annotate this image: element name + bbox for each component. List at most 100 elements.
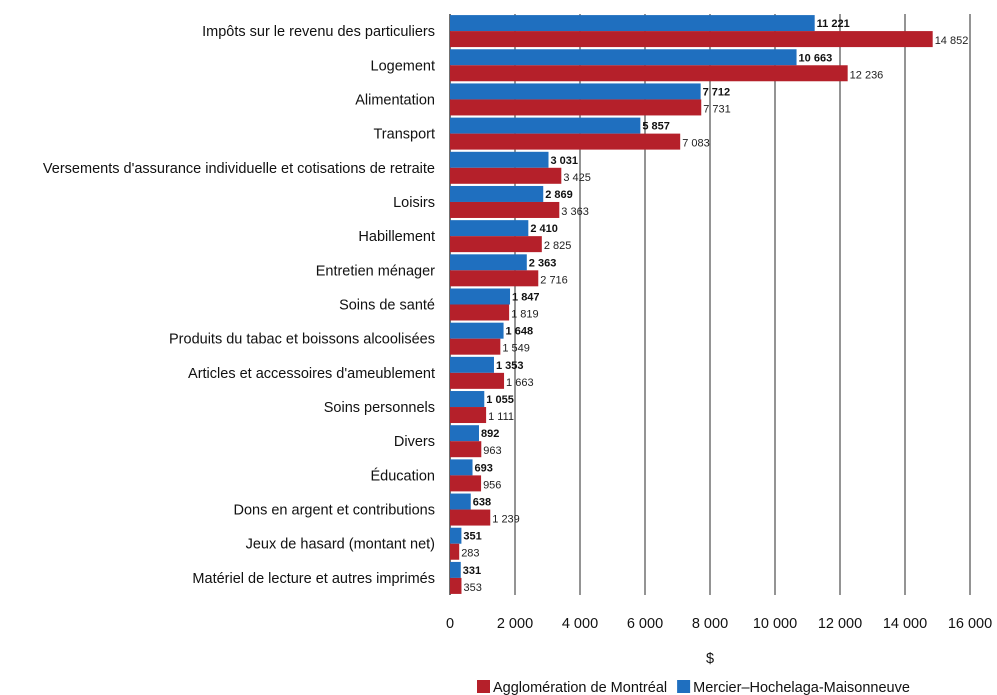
value-label-agglomeration-de-montreal: 3 425 [563, 172, 591, 184]
bar-agglomeration-de-montreal [450, 201, 560, 218]
x-tick-label: 12 000 [818, 616, 862, 632]
bar-agglomeration-de-montreal [450, 509, 491, 526]
category-label: Habillement [358, 229, 435, 245]
bar-agglomeration-de-montreal [450, 372, 505, 389]
bar-mercier-hochelaga-maisonneuve [450, 459, 473, 476]
value-label-mercier-hochelaga-maisonneuve: 2 869 [545, 189, 573, 201]
value-label-mercier-hochelaga-maisonneuve: 693 [475, 462, 493, 474]
legend: Agglomération de Montréal Mercier–Hochela… [477, 680, 910, 695]
value-label-mercier-hochelaga-maisonneuve: 11 221 [817, 18, 850, 30]
bar-mercier-hochelaga-maisonneuve [450, 117, 641, 134]
category-label: Soins personnels [324, 400, 435, 416]
x-tick-label: 4 000 [562, 616, 598, 632]
bar-mercier-hochelaga-maisonneuve [450, 527, 462, 544]
bar-mercier-hochelaga-maisonneuve [450, 425, 479, 442]
value-label-agglomeration-de-montreal: 353 [463, 582, 481, 594]
value-label-mercier-hochelaga-maisonneuve: 331 [463, 565, 481, 577]
bar-agglomeration-de-montreal [450, 65, 848, 82]
bar-mercier-hochelaga-maisonneuve [450, 322, 504, 339]
value-label-mercier-hochelaga-maisonneuve: 351 [463, 531, 481, 543]
bar-mercier-hochelaga-maisonneuve [450, 15, 815, 32]
x-axis-title: $ [706, 651, 714, 667]
bar-agglomeration-de-montreal [450, 270, 539, 287]
value-label-agglomeration-de-montreal: 7 083 [682, 138, 710, 150]
category-label: Loisirs [393, 195, 435, 211]
value-label-agglomeration-de-montreal: 1 239 [492, 514, 520, 526]
value-label-agglomeration-de-montreal: 2 716 [540, 274, 568, 286]
value-label-mercier-hochelaga-maisonneuve: 1 353 [496, 360, 524, 372]
bar-agglomeration-de-montreal [450, 338, 501, 355]
bar-mercier-hochelaga-maisonneuve [450, 49, 797, 66]
value-label-agglomeration-de-montreal: 1 819 [511, 309, 539, 321]
bar-agglomeration-de-montreal [450, 577, 462, 594]
value-label-agglomeration-de-montreal: 12 236 [850, 69, 884, 81]
bar-mercier-hochelaga-maisonneuve [450, 185, 544, 202]
bar-mercier-hochelaga-maisonneuve [450, 391, 485, 408]
x-axis-ticks: 0 2 000 4 000 6 000 8 000 10 000 12 000 14 000 1… [446, 616, 992, 632]
category-label: Dons en argent et contributions [233, 503, 435, 519]
value-label-mercier-hochelaga-maisonneuve: 1 648 [506, 326, 534, 338]
legend-entry: Agglomération de Montréal [493, 680, 667, 695]
value-label-agglomeration-de-montreal: 1 663 [506, 377, 534, 389]
value-label-mercier-hochelaga-maisonneuve: 2 363 [529, 257, 557, 269]
value-label-mercier-hochelaga-maisonneuve: 892 [481, 428, 499, 440]
value-label-agglomeration-de-montreal: 14 852 [935, 35, 969, 47]
x-tick-label: 8 000 [692, 616, 728, 632]
value-label-agglomeration-de-montreal: 3 363 [561, 206, 589, 218]
value-label-mercier-hochelaga-maisonneuve: 2 410 [530, 223, 558, 235]
value-label-mercier-hochelaga-maisonneuve: 1 055 [486, 394, 514, 406]
bar-agglomeration-de-montreal [450, 236, 542, 253]
bar-agglomeration-de-montreal [450, 407, 487, 424]
value-label-agglomeration-de-montreal: 1 549 [502, 343, 530, 355]
value-label-mercier-hochelaga-maisonneuve: 1 847 [512, 292, 540, 304]
bar-mercier-hochelaga-maisonneuve [450, 220, 529, 237]
x-tick-label: 16 000 [948, 616, 992, 632]
bar-mercier-hochelaga-maisonneuve [450, 561, 461, 578]
x-tick-label: 2 000 [497, 616, 533, 632]
value-label-mercier-hochelaga-maisonneuve: 5 857 [642, 121, 670, 133]
category-label: Transport [373, 127, 435, 143]
category-label: Alimentation [355, 92, 435, 108]
bar-agglomeration-de-montreal [450, 475, 482, 492]
category-labels: Impôts sur le revenu des particuliers Log… [43, 24, 435, 587]
x-tick-label: 14 000 [883, 616, 927, 632]
category-label: Articles et accessoires d'ameublement [188, 366, 435, 382]
bar-agglomeration-de-montreal [450, 543, 460, 560]
x-tick-label: 6 000 [627, 616, 663, 632]
value-labels: 11 221 14 852 10 663 12 236 7 712 7 731 5 857 7… [461, 18, 968, 594]
value-label-agglomeration-de-montreal: 1 111 [488, 411, 514, 423]
category-label: Logement [371, 58, 436, 74]
value-label-mercier-hochelaga-maisonneuve: 638 [473, 497, 491, 509]
value-label-agglomeration-de-montreal: 7 731 [703, 103, 731, 115]
category-label: Impôts sur le revenu des particuliers [202, 24, 435, 40]
value-label-mercier-hochelaga-maisonneuve: 7 712 [703, 86, 731, 98]
x-tick-label: 0 [446, 616, 454, 632]
category-label: Éducation [371, 467, 436, 484]
bar-mercier-hochelaga-maisonneuve [450, 254, 527, 271]
value-label-agglomeration-de-montreal: 963 [483, 445, 501, 457]
x-tick-label: 10 000 [753, 616, 797, 632]
bar-mercier-hochelaga-maisonneuve [450, 493, 471, 510]
category-label: Jeux de hasard (montant net) [246, 537, 435, 553]
value-label-agglomeration-de-montreal: 956 [483, 479, 501, 491]
bar-agglomeration-de-montreal [450, 31, 933, 48]
bars [450, 15, 933, 594]
bar-mercier-hochelaga-maisonneuve [450, 151, 549, 168]
bar-mercier-hochelaga-maisonneuve [450, 83, 701, 100]
bar-agglomeration-de-montreal [450, 167, 562, 184]
value-label-agglomeration-de-montreal: 2 825 [544, 240, 572, 252]
category-label: Entretien ménager [316, 263, 435, 279]
category-label: Matériel de lecture et autres imprimés [192, 571, 435, 587]
value-label-mercier-hochelaga-maisonneuve: 10 663 [799, 52, 833, 64]
bar-agglomeration-de-montreal [450, 99, 702, 116]
legend-entry: Mercier–Hochelaga-Maisonneuve [693, 680, 910, 695]
legend-swatch [477, 680, 490, 693]
bar-agglomeration-de-montreal [450, 133, 681, 150]
category-label: Soins de santé [339, 298, 435, 314]
category-label: Divers [394, 434, 435, 450]
legend-swatch [677, 680, 691, 693]
bar-mercier-hochelaga-maisonneuve [450, 356, 494, 373]
bar-mercier-hochelaga-maisonneuve [450, 288, 511, 305]
